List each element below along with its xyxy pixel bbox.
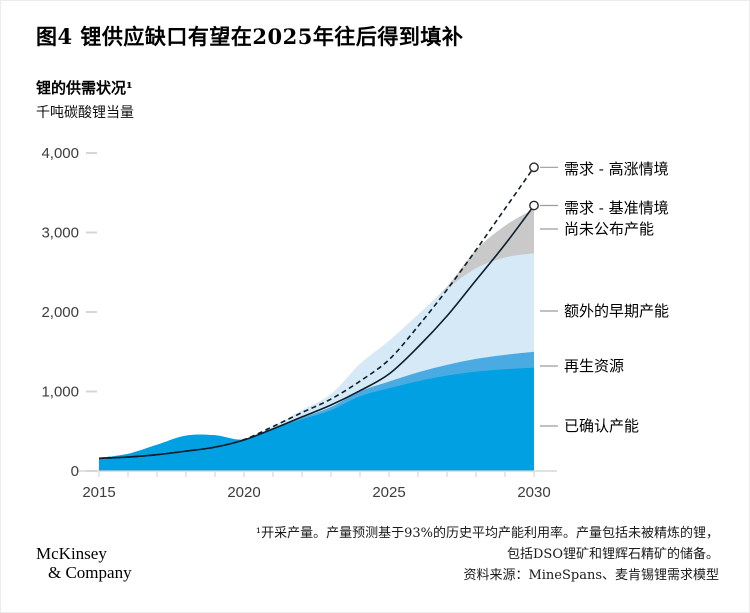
source-line: 资料来源：MineSpans、麦肯锡锂需求模型: [463, 568, 719, 583]
marker-demand-base: [529, 200, 539, 211]
x-tick-label: 2030: [517, 484, 550, 501]
y-tick-label: 3,000: [41, 225, 79, 242]
logo-line-2: & Company: [48, 563, 132, 582]
footnote-line: ¹开采产量。产量预测基于93%的历史平均产能利用率。产量包括未被精炼的锂，: [255, 526, 719, 541]
x-tick-label: 2015: [82, 484, 115, 501]
mckinsey-logo: McKinsey & Company: [36, 544, 132, 582]
line-demand-high: [98, 166, 535, 460]
footnote-line: 包括DSO锂矿和锂辉石精矿的储备。: [507, 547, 719, 562]
x-tick-label: 2020: [227, 484, 260, 501]
y-tick-label: 2,000: [41, 304, 79, 321]
x-tick-label: 2025: [372, 484, 405, 501]
logo-line-1: McKinsey: [36, 544, 107, 563]
y-tick-label: 1,000: [41, 384, 79, 401]
figure-title: 图4 锂供应缺口有望在2025年往后得到填补: [36, 24, 464, 49]
chart-unit-label: 千吨碳酸锂当量: [36, 105, 134, 121]
area-confirmed-capacity: [99, 367, 534, 471]
y-tick-label: 0: [71, 463, 79, 480]
footnote-block: ¹开采产量。产量预测基于93%的历史平均产能利用率。产量包括未被精炼的锂， 包括…: [171, 523, 719, 586]
chart-subtitle: 锂的供需状况¹: [36, 79, 133, 97]
y-tick-label: 4,000: [41, 145, 79, 162]
marker-demand-high: [529, 162, 539, 173]
